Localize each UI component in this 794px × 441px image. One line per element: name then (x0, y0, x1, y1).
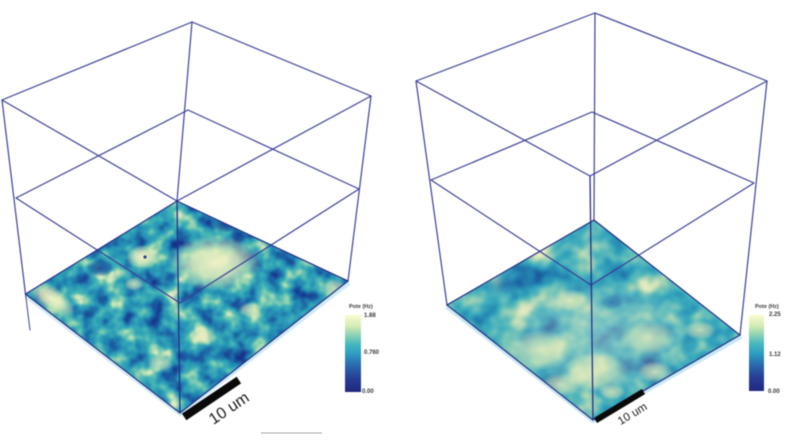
svg-text:2.25: 2.25 (769, 312, 781, 318)
svg-text:1.88: 1.88 (364, 313, 376, 319)
svg-text:Pote (Hz): Pote (Hz) (755, 304, 779, 310)
svg-text:1.12: 1.12 (769, 352, 781, 358)
svg-text:0.00: 0.00 (362, 389, 374, 395)
svg-text:Pote (Hz): Pote (Hz) (349, 304, 373, 310)
svg-text:0.00: 0.00 (768, 389, 780, 395)
svg-text:0.760: 0.760 (364, 350, 380, 356)
